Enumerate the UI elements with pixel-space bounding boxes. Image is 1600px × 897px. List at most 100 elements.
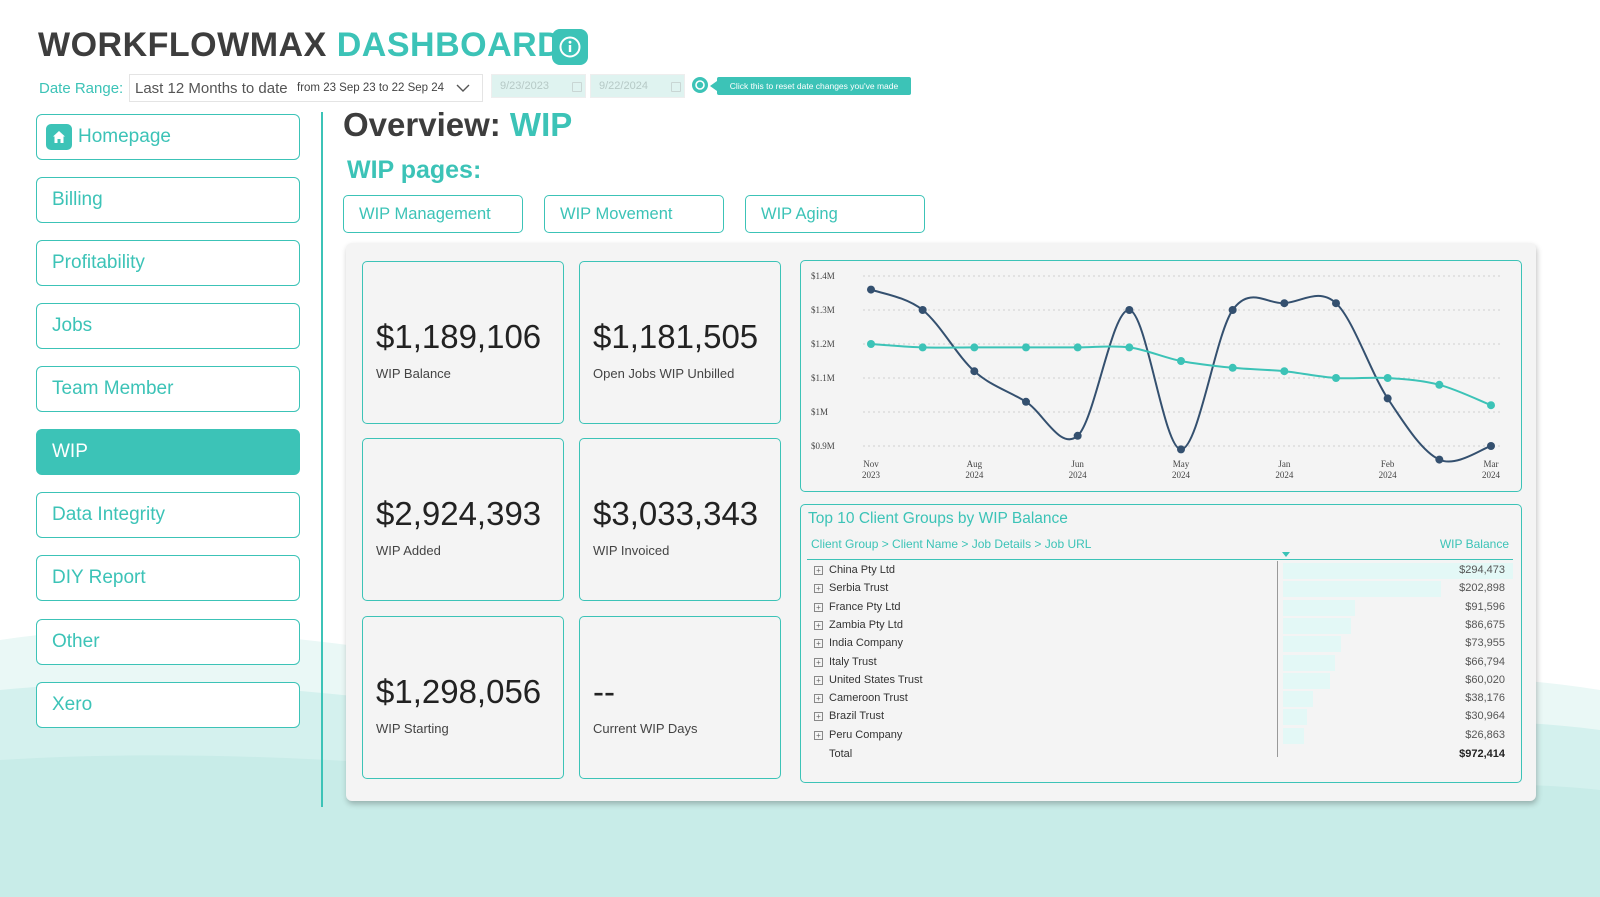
end-date-field[interactable]: 9/22/2024 xyxy=(590,74,685,98)
data-point[interactable] xyxy=(970,367,979,376)
calendar-icon xyxy=(572,82,582,92)
nav-label: Other xyxy=(52,631,100,652)
data-point[interactable] xyxy=(1125,306,1134,314)
nav-profitability[interactable]: Profitability xyxy=(36,240,300,286)
reset-icon xyxy=(695,80,705,90)
nav-team-member[interactable]: Team Member xyxy=(36,366,300,412)
expand-icon[interactable]: + xyxy=(814,620,823,630)
table-row[interactable]: + Zambia Pty Ltd $86,675 xyxy=(807,617,1513,635)
nav-jobs[interactable]: Jobs xyxy=(36,303,300,349)
data-point[interactable] xyxy=(867,285,875,294)
table-row[interactable]: + United States Trust $60,020 xyxy=(807,672,1513,690)
data-point[interactable] xyxy=(1332,374,1340,382)
nav-label: Jobs xyxy=(52,315,93,336)
data-point[interactable] xyxy=(1383,394,1392,403)
table-hierarchy-header[interactable]: Client Group > Client Name > Job Details… xyxy=(811,537,1092,551)
wip-balance-value: $60,020 xyxy=(1465,673,1505,686)
reset-tooltip: Click this to reset date changes you've … xyxy=(710,77,911,95)
kpi-value: $1,181,505 xyxy=(593,318,759,355)
kpi-label: WIP Invoiced xyxy=(593,543,670,558)
x-tick-label: Aug xyxy=(967,459,983,469)
nav-label: Xero xyxy=(52,694,93,715)
x-tick-label: 2024 xyxy=(965,470,984,480)
data-point[interactable] xyxy=(1383,374,1392,382)
data-point[interactable] xyxy=(1228,306,1237,314)
info-button[interactable] xyxy=(552,29,588,65)
data-point[interactable] xyxy=(1487,401,1495,410)
table-row[interactable]: + China Pty Ltd $294,473 xyxy=(807,562,1513,580)
date-range-dropdown[interactable]: Last 12 Months to date from 23 Sep 23 to… xyxy=(129,74,483,102)
data-point[interactable] xyxy=(1487,442,1495,450)
expand-icon[interactable]: + xyxy=(814,584,823,594)
table-row[interactable]: + France Pty Ltd $91,596 xyxy=(807,599,1513,617)
data-point[interactable] xyxy=(1073,431,1082,440)
data-point[interactable] xyxy=(918,343,927,352)
reset-button[interactable] xyxy=(692,77,708,93)
expand-icon[interactable]: + xyxy=(814,675,823,685)
data-point[interactable] xyxy=(867,340,875,348)
data-point[interactable] xyxy=(1435,380,1444,389)
chevron-down-icon xyxy=(456,84,470,92)
data-point[interactable] xyxy=(1435,455,1444,464)
app-title: WORKFLOWMAX DASHBOARDS xyxy=(38,26,585,65)
expand-icon[interactable]: + xyxy=(814,602,823,612)
expand-icon[interactable]: + xyxy=(814,566,823,575)
table-row[interactable]: + India Company $73,955 xyxy=(807,635,1513,653)
data-point[interactable] xyxy=(1125,343,1134,352)
table-row[interactable]: + Peru Company $26,863 xyxy=(807,727,1513,745)
client-group-name: Serbia Trust xyxy=(829,582,889,595)
page-title-value: WIP xyxy=(509,106,573,143)
nav-xero[interactable]: Xero xyxy=(36,682,300,728)
data-point[interactable] xyxy=(1280,367,1289,376)
kpi-label: Open Jobs WIP Unbilled xyxy=(593,366,735,381)
table-row[interactable]: + Brazil Trust $30,964 xyxy=(807,708,1513,726)
data-point[interactable] xyxy=(1228,363,1237,372)
data-point[interactable] xyxy=(1177,357,1185,365)
nav-label: Homepage xyxy=(78,126,171,147)
data-point[interactable] xyxy=(1022,343,1030,352)
kpi-value: $3,033,343 xyxy=(593,495,759,532)
table-row[interactable]: + Serbia Trust $202,898 xyxy=(807,580,1513,598)
x-tick-label: Nov xyxy=(863,459,879,469)
client-group-name: Cameroon Trust xyxy=(829,692,908,705)
expand-icon[interactable]: + xyxy=(814,694,823,704)
data-point[interactable] xyxy=(1073,343,1082,352)
wip-management-button[interactable]: WIP Management xyxy=(343,195,523,233)
table-row[interactable]: + Cameroon Trust $38,176 xyxy=(807,690,1513,708)
data-point[interactable] xyxy=(1280,299,1289,308)
total-value: $972,414 xyxy=(1459,748,1505,760)
data-point[interactable] xyxy=(970,343,979,352)
y-tick-label: $1.3M xyxy=(811,305,835,315)
expand-icon[interactable]: + xyxy=(814,657,823,667)
nav-wip[interactable]: WIP xyxy=(36,429,300,475)
nav-label: WIP xyxy=(52,441,88,462)
data-point[interactable] xyxy=(1332,299,1340,308)
app-title-primary: WORKFLOWMAX xyxy=(38,26,327,64)
data-point[interactable] xyxy=(1177,445,1185,454)
nav-other[interactable]: Other xyxy=(36,619,300,665)
expand-icon[interactable]: + xyxy=(814,639,823,649)
start-date-field[interactable]: 9/23/2023 xyxy=(491,74,586,98)
kpi-value: $1,189,106 xyxy=(376,318,542,355)
nav-label: Billing xyxy=(52,189,103,210)
info-icon xyxy=(559,36,581,58)
subpage-label: WIP Aging xyxy=(761,204,838,223)
nav-diy-report[interactable]: DIY Report xyxy=(36,555,300,601)
date-range-text: from 23 Sep 23 to 22 Sep 24 xyxy=(297,82,445,94)
nav-billing[interactable]: Billing xyxy=(36,177,300,223)
table-row[interactable]: + Italy Trust $66,794 xyxy=(807,654,1513,672)
nav-divider xyxy=(321,112,323,807)
wip-movement-button[interactable]: WIP Movement xyxy=(544,195,724,233)
table-measure-header[interactable]: WIP Balance xyxy=(1439,537,1509,551)
client-group-name: France Pty Ltd xyxy=(829,600,901,613)
kpi-label: WIP Added xyxy=(376,543,441,558)
wip-trend-chart-svg: $1.4M$1.3M$1.2M$1.1M$1M$0.9MNov2023Aug20… xyxy=(811,271,1501,480)
nav-data-integrity[interactable]: Data Integrity xyxy=(36,492,300,538)
nav-homepage[interactable]: Homepage xyxy=(36,114,300,160)
data-bar xyxy=(1283,636,1341,653)
data-point[interactable] xyxy=(918,306,927,314)
wip-aging-button[interactable]: WIP Aging xyxy=(745,195,925,233)
expand-icon[interactable]: + xyxy=(814,730,823,740)
expand-icon[interactable]: + xyxy=(814,712,823,722)
data-point[interactable] xyxy=(1022,397,1030,406)
